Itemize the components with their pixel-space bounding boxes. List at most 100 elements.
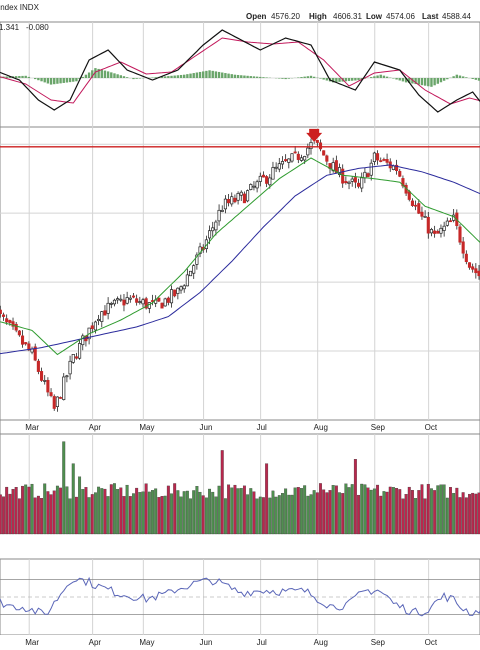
- volume-bar: [382, 491, 386, 535]
- candle-body: [318, 142, 323, 150]
- macd-line: [0, 29, 480, 113]
- macd-hist-bar: [202, 71, 205, 78]
- low-value: 4574.06: [386, 12, 415, 21]
- candle-body: [59, 397, 63, 399]
- macd-hist-bar: [75, 78, 78, 82]
- volume-bar: [328, 490, 332, 535]
- volume-bar: [160, 496, 164, 535]
- candle-body: [385, 159, 389, 163]
- macd-hist-bar: [414, 78, 417, 85]
- macd-panel: [0, 21, 480, 128]
- volume-bar: [239, 488, 243, 535]
- volume-bar: [372, 488, 376, 535]
- macd-hist-bar: [461, 76, 465, 78]
- macd-hist-bar: [284, 78, 287, 80]
- volume-bar: [249, 488, 253, 535]
- volume-bar: [8, 493, 12, 535]
- peak-arrow-icon: [306, 128, 323, 142]
- candle-body: [5, 318, 9, 323]
- candle-body: [24, 342, 28, 345]
- candle-body: [347, 181, 351, 184]
- candle-body: [46, 379, 50, 393]
- candle-body: [217, 209, 221, 222]
- volume-bar: [62, 441, 66, 535]
- macd-hist-bar: [160, 76, 164, 78]
- volume-bar: [303, 485, 307, 535]
- volume-bar: [236, 488, 240, 535]
- macd-hist-bar: [281, 78, 284, 79]
- candle-body: [410, 200, 414, 206]
- x-tick-label: May: [139, 423, 154, 432]
- candle-body: [166, 297, 170, 303]
- signal-line: [0, 37, 480, 105]
- volume-bar: [395, 487, 399, 535]
- candle-body: [33, 346, 37, 361]
- candle-body: [376, 153, 380, 161]
- candle-body: [71, 354, 75, 363]
- macd-hist-bar: [173, 75, 176, 78]
- volume-bar: [173, 483, 177, 535]
- volume-bar: [274, 496, 278, 535]
- volume-bar: [103, 488, 107, 535]
- macd-hist-bar: [183, 74, 186, 78]
- candle-body: [331, 162, 335, 172]
- volume-bar: [109, 484, 113, 535]
- volume-bar: [211, 491, 215, 535]
- volume-bar: [78, 476, 82, 535]
- price-series: [0, 128, 480, 412]
- macd-hist-bar: [411, 78, 414, 84]
- macd-hist-bar: [59, 78, 62, 84]
- volume-bar: [360, 483, 364, 535]
- candle-body: [128, 297, 132, 300]
- macd-hist-bar: [458, 75, 462, 78]
- symbol-label: Index INDX: [0, 3, 40, 12]
- macd-hist-bar: [297, 77, 300, 78]
- volume-bar: [315, 492, 319, 535]
- volume-bar: [341, 493, 345, 535]
- volume-bar: [246, 494, 250, 535]
- volume-bar: [27, 486, 31, 535]
- macd-hist-bar: [423, 78, 427, 86]
- macd-hist-bar: [325, 78, 329, 81]
- volume-bar: [21, 485, 24, 535]
- volume-bar: [322, 489, 326, 535]
- macd-hist-bar: [395, 78, 398, 80]
- candle-body: [398, 171, 402, 177]
- volume-bar: [97, 486, 101, 535]
- volume-bar: [334, 485, 338, 535]
- macd-readout: 1.341 -0.080: [0, 23, 49, 32]
- candle-body: [239, 191, 243, 196]
- candle-body: [290, 153, 294, 162]
- macd-hist-bar: [72, 78, 75, 82]
- volume-bar: [90, 494, 94, 535]
- candle-body: [220, 209, 224, 212]
- macd-hist-bar: [347, 78, 351, 82]
- macd-hist-bar: [179, 74, 183, 78]
- volume-bar: [170, 493, 173, 535]
- candle-body: [116, 298, 120, 301]
- candle-body: [426, 216, 430, 234]
- rsi-indicator: [0, 576, 480, 617]
- volume-bar: [268, 497, 272, 535]
- macd-hist-bar: [236, 74, 240, 78]
- candle-body: [125, 297, 129, 304]
- candle-body: [271, 167, 275, 180]
- candle-body: [471, 266, 475, 270]
- candle-body: [214, 221, 218, 231]
- volume-bar: [49, 494, 53, 535]
- candle-body: [445, 220, 449, 226]
- candle-body: [179, 286, 183, 291]
- candle-body: [55, 396, 59, 407]
- macd-hist-bar: [65, 78, 69, 83]
- candle-body: [246, 190, 250, 202]
- candle-body: [429, 229, 434, 234]
- macd-hist-bar: [379, 74, 382, 78]
- macd-hist-bar: [163, 76, 167, 78]
- candle-body: [176, 287, 180, 294]
- volume-bar: [426, 483, 430, 535]
- candle-body: [372, 152, 376, 162]
- macd-hist-bar: [477, 78, 480, 81]
- ma-fast-line: [0, 157, 480, 356]
- volume-bar: [176, 490, 180, 535]
